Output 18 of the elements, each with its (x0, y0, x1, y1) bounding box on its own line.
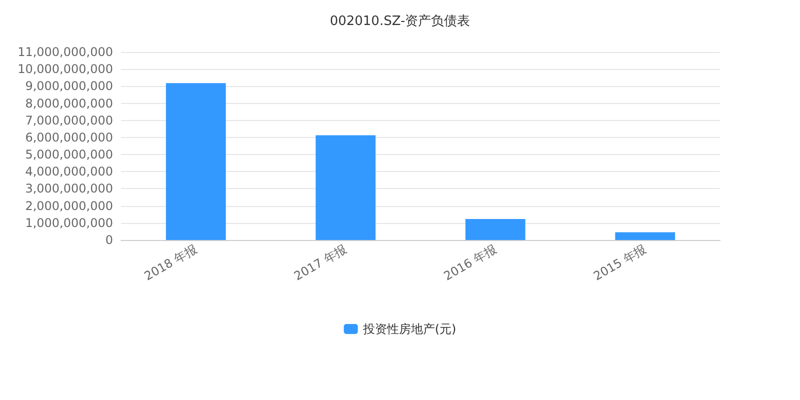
bar (166, 83, 226, 240)
y-tick-label: 7,000,000,000 (25, 113, 113, 128)
y-tick-label: 6,000,000,000 (25, 130, 113, 144)
y-tick-label: 11,000,000,000 (18, 45, 113, 59)
y-tick-label: 10,000,000,000 (18, 62, 113, 76)
y-tick-label: 4,000,000,000 (25, 164, 113, 179)
y-tick-label: 8,000,000,000 (25, 96, 113, 110)
y-tick-label: 5,000,000,000 (25, 148, 113, 162)
y-tick-label: 1,000,000,000 (25, 216, 113, 230)
legend-label: 投资性房地产(元) (362, 322, 456, 336)
bar (615, 232, 676, 240)
y-tick-label: 9,000,000,000 (25, 79, 113, 94)
y-tick-label: 2,000,000,000 (25, 198, 113, 213)
bar (316, 135, 376, 240)
y-tick-label: 3,000,000,000 (25, 182, 113, 196)
y-tick-label: 0 (105, 233, 113, 247)
bar (465, 218, 526, 240)
chart-title: 002010.SZ-资产负债表 (330, 14, 470, 29)
